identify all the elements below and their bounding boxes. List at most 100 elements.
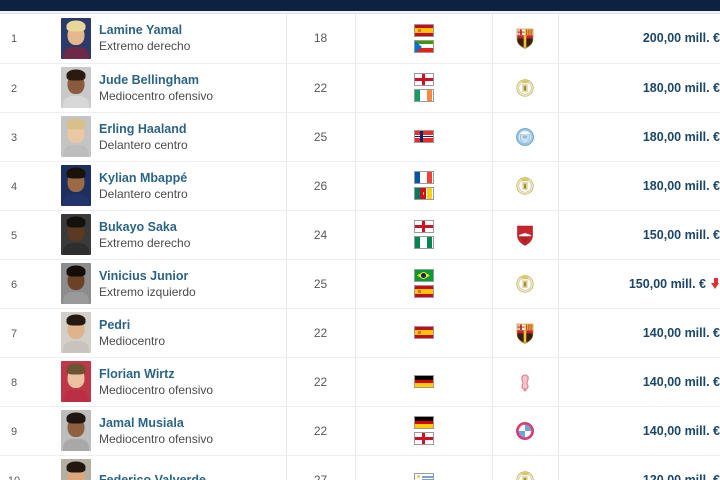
player-cell[interactable]: Florian Wirtz Mediocentro ofensivo bbox=[28, 357, 287, 407]
player-photo[interactable] bbox=[61, 17, 91, 59]
player-cell[interactable]: Vinicius Junior Extremo izquierdo bbox=[28, 259, 287, 309]
club-cell[interactable] bbox=[492, 14, 559, 64]
table-row[interactable]: 9 Jamal Musiala Mediocentro ofensivo 22 140,… bbox=[0, 406, 720, 456]
player-name-link[interactable]: Erling Haaland bbox=[99, 121, 187, 136]
player-photo[interactable] bbox=[61, 312, 91, 353]
rank-cell: 9 bbox=[0, 406, 28, 456]
player-name-link[interactable]: Jamal Musiala bbox=[99, 415, 184, 430]
table-row[interactable]: 10 Federico Valverde 27 120,00 mill. € bbox=[0, 455, 720, 480]
player-cell[interactable]: Bukayo Saka Extremo derecho bbox=[28, 210, 287, 260]
club-link[interactable] bbox=[493, 174, 558, 198]
club-link[interactable] bbox=[493, 419, 558, 443]
player-cell[interactable]: Jude Bellingham Mediocentro ofensivo bbox=[28, 63, 287, 113]
player-photo[interactable] bbox=[61, 214, 91, 255]
club-cell[interactable] bbox=[492, 63, 559, 113]
player-info: Kylian Mbappé Delantero centro bbox=[28, 165, 286, 206]
club-cell[interactable] bbox=[492, 308, 559, 358]
age-value: 24 bbox=[313, 227, 328, 242]
table-row[interactable]: 8 Florian Wirtz Mediocentro ofensivo 22 140,… bbox=[0, 357, 720, 407]
market-value-text[interactable]: 180,00 mill. € bbox=[642, 80, 720, 95]
market-value-text[interactable]: 180,00 mill. € bbox=[642, 178, 720, 193]
nationality-cell bbox=[355, 210, 493, 260]
player-name-link[interactable]: Federico Valverde bbox=[99, 472, 207, 480]
rank-number: 2 bbox=[10, 82, 18, 95]
market-value-text[interactable]: 140,00 mill. € bbox=[642, 374, 720, 389]
player-position: Mediocentro ofensivo bbox=[99, 382, 214, 397]
rank-number: 3 bbox=[10, 131, 18, 144]
market-value-cell[interactable]: 140,00 mill. € bbox=[558, 406, 720, 456]
player-cell[interactable]: Lamine Yamal Extremo derecho bbox=[28, 14, 287, 64]
rank-cell: 2 bbox=[0, 63, 28, 113]
player-name-link[interactable]: Florian Wirtz bbox=[99, 366, 175, 381]
market-value-text[interactable]: 180,00 mill. € bbox=[642, 129, 720, 144]
player-photo[interactable] bbox=[61, 116, 91, 157]
player-cell[interactable]: Erling Haaland Delantero centro bbox=[28, 112, 287, 162]
club-link[interactable] bbox=[493, 468, 558, 480]
market-value-cell[interactable]: 180,00 mill. € bbox=[558, 63, 720, 113]
club-cell[interactable] bbox=[492, 357, 559, 407]
table-row[interactable]: 1 Lamine Yamal Extremo derecho 18 200,00 mil… bbox=[0, 14, 720, 64]
club-badge-real-madrid-icon bbox=[514, 272, 536, 296]
market-value-cell[interactable]: 120,00 mill. € bbox=[558, 455, 720, 480]
player-cell[interactable]: Kylian Mbappé Delantero centro bbox=[28, 161, 287, 211]
table-row[interactable]: 7 Pedri Mediocentro 22 140,00 mill. € bbox=[0, 308, 720, 358]
nationality-cell bbox=[355, 161, 493, 211]
player-photo[interactable] bbox=[61, 410, 91, 451]
rank-number: 1 bbox=[10, 33, 18, 46]
market-value-text[interactable]: 200,00 mill. € bbox=[642, 31, 720, 46]
club-cell[interactable] bbox=[492, 161, 559, 211]
club-link[interactable] bbox=[493, 26, 558, 50]
player-name-link[interactable]: Bukayo Saka bbox=[99, 219, 177, 234]
player-photo[interactable] bbox=[61, 361, 91, 402]
flag-nigeria-icon bbox=[413, 236, 434, 249]
player-cell[interactable]: Federico Valverde bbox=[28, 455, 287, 480]
player-cell[interactable]: Pedri Mediocentro bbox=[28, 308, 287, 358]
market-value-text[interactable]: 150,00 mill. € bbox=[642, 227, 720, 242]
market-value-cell[interactable]: 150,00 mill. € bbox=[558, 259, 720, 309]
player-name-link[interactable]: Jude Bellingham bbox=[99, 72, 200, 87]
player-text: Lamine Yamal Extremo derecho bbox=[99, 23, 190, 53]
market-value-cell[interactable]: 140,00 mill. € bbox=[558, 308, 720, 358]
club-cell[interactable] bbox=[492, 259, 559, 309]
club-link[interactable] bbox=[493, 223, 558, 247]
club-cell[interactable] bbox=[492, 210, 559, 260]
club-cell[interactable] bbox=[492, 455, 559, 480]
club-link[interactable] bbox=[493, 272, 558, 296]
club-link[interactable] bbox=[493, 76, 558, 100]
player-name-link[interactable]: Vinicius Junior bbox=[99, 268, 189, 283]
nationality-cell bbox=[355, 308, 493, 358]
player-name-link[interactable]: Pedri bbox=[99, 317, 131, 332]
table-row[interactable]: 4 Kylian Mbappé Delantero centro 26 180,00 m… bbox=[0, 161, 720, 211]
player-photo[interactable] bbox=[61, 459, 91, 480]
player-name-link[interactable]: Lamine Yamal bbox=[99, 23, 183, 38]
player-cell[interactable]: Jamal Musiala Mediocentro ofensivo bbox=[28, 406, 287, 456]
player-info: Jude Bellingham Mediocentro ofensivo bbox=[28, 67, 286, 108]
market-value-cell[interactable]: 150,00 mill. € bbox=[558, 210, 720, 260]
player-photo[interactable] bbox=[61, 263, 91, 304]
club-link[interactable] bbox=[493, 125, 558, 149]
club-link[interactable] bbox=[493, 321, 558, 345]
player-text: Pedri Mediocentro bbox=[99, 318, 165, 348]
club-cell[interactable] bbox=[492, 112, 559, 162]
club-link[interactable] bbox=[493, 370, 558, 394]
market-value-cell[interactable]: 180,00 mill. € bbox=[558, 112, 720, 162]
club-cell[interactable] bbox=[492, 406, 559, 456]
market-value-text[interactable]: 120,00 mill. € bbox=[642, 472, 720, 480]
market-value-text[interactable]: 140,00 mill. € bbox=[642, 423, 720, 438]
player-photo[interactable] bbox=[61, 165, 91, 206]
player-name-link[interactable]: Kylian Mbappé bbox=[99, 170, 188, 185]
market-value-text[interactable]: 140,00 mill. € bbox=[642, 325, 720, 340]
market-value-text[interactable]: 150,00 mill. € bbox=[628, 276, 706, 291]
rank-number: 6 bbox=[10, 278, 18, 291]
table-row[interactable]: 6 Vinicius Junior Extremo izquierdo 25 150,0… bbox=[0, 259, 720, 309]
table-row[interactable]: 2 Jude Bellingham Mediocentro ofensivo 22 18… bbox=[0, 63, 720, 113]
market-value-cell[interactable]: 180,00 mill. € bbox=[558, 161, 720, 211]
table-row[interactable]: 5 Bukayo Saka Extremo derecho 24 150,00 mill… bbox=[0, 210, 720, 260]
age-value: 26 bbox=[313, 178, 328, 193]
market-value-cell[interactable]: 140,00 mill. € bbox=[558, 357, 720, 407]
flag-spain-icon bbox=[413, 23, 434, 37]
player-photo[interactable] bbox=[61, 67, 91, 108]
market-value-cell[interactable]: 200,00 mill. € bbox=[558, 14, 720, 64]
table-row[interactable]: 3 Erling Haaland Delantero centro 25 180,00 … bbox=[0, 112, 720, 162]
player-info: Bukayo Saka Extremo derecho bbox=[28, 214, 286, 255]
